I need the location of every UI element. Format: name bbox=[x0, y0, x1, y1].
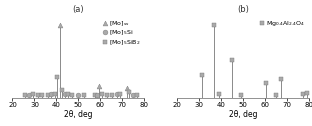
X-axis label: 2θ, deg: 2θ, deg bbox=[64, 110, 93, 119]
Text: (a): (a) bbox=[72, 5, 84, 14]
X-axis label: 2θ, deg: 2θ, deg bbox=[229, 110, 257, 119]
Legend: Mg$_{0.4}$Al$_{2.4}$O$_4$: Mg$_{0.4}$Al$_{2.4}$O$_4$ bbox=[258, 18, 306, 28]
Legend: [Mo]$_{ss}$, [Mo]$_5$Si, [Mo]$_5$SiB$_2$: [Mo]$_{ss}$, [Mo]$_5$Si, [Mo]$_5$SiB$_2$ bbox=[101, 18, 141, 48]
Text: (b): (b) bbox=[237, 5, 249, 14]
